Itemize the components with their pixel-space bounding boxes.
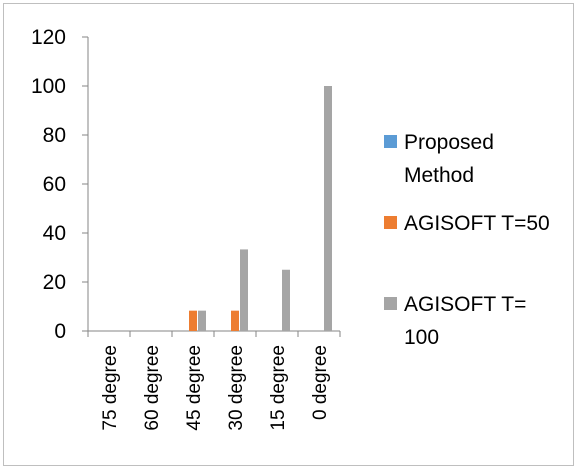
- y-tick-label: 60: [43, 173, 66, 196]
- y-tick-label: 120: [31, 26, 66, 49]
- x-axis-categories: 75 degree 60 degree 45 degree 30 degree 15 d…: [87, 331, 341, 431]
- bar-agisoft-t-50-45-degree: [189, 310, 197, 331]
- bar-agisoft-t-100-15-degree: [282, 269, 290, 331]
- bar-agisoft-t-100-0-degree: [324, 86, 332, 331]
- x-category-label: 0 degree: [310, 345, 331, 420]
- chart-legend: Proposed Method AGISOFT T=50 AGISOFT T= 100: [384, 131, 550, 349]
- y-tick-label: 100: [31, 75, 66, 98]
- y-tick-label: 40: [43, 222, 66, 245]
- y-axis-ticks: 0 20 40 60 80 100 120: [31, 26, 88, 343]
- chart-axes: [87, 37, 340, 332]
- x-category-label: 30 degree: [226, 345, 247, 431]
- chart-frame: [3, 3, 574, 466]
- bar-agisoft-t-50-30-degree: [231, 310, 239, 331]
- x-category-label: 60 degree: [142, 345, 163, 431]
- legend-label: AGISOFT T=: [404, 293, 526, 316]
- legend-swatch: [384, 135, 397, 148]
- legend-swatch: [384, 216, 397, 229]
- y-tick-label: 80: [43, 124, 66, 147]
- y-tick-label: 0: [54, 320, 66, 343]
- x-category-label: 75 degree: [100, 345, 121, 431]
- x-category-label: 45 degree: [184, 345, 205, 431]
- legend-swatch: [384, 297, 397, 310]
- y-tick-label: 20: [43, 271, 66, 294]
- bar-agisoft-t-100-45-degree: [198, 310, 206, 331]
- x-category-label: 15 degree: [268, 345, 289, 431]
- bar-agisoft-t-100-30-degree: [240, 249, 248, 331]
- chart-bars: [189, 86, 332, 331]
- legend-label: AGISOFT T=50: [404, 212, 550, 235]
- legend-label: Method: [404, 164, 474, 187]
- legend-label: Proposed: [404, 131, 494, 154]
- legend-label: 100: [404, 326, 439, 349]
